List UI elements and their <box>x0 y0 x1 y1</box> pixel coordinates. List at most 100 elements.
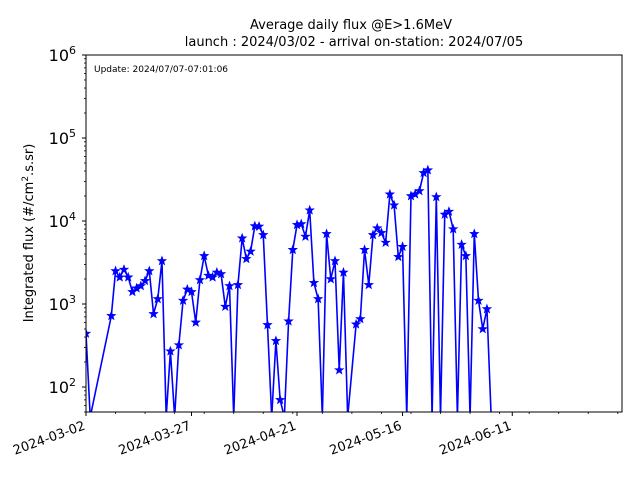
chart-subtitle: launch : 2024/03/02 - arrival on-station… <box>185 35 523 50</box>
data-point <box>384 188 396 199</box>
data-point <box>114 271 125 282</box>
data-point <box>443 206 455 216</box>
plot-frame <box>85 54 623 413</box>
data-point <box>270 335 282 346</box>
data-point <box>376 227 387 238</box>
data-point <box>321 228 332 239</box>
data-point <box>367 229 379 240</box>
y-tick-label: 102 <box>49 376 76 397</box>
y-tick-label: 105 <box>49 127 76 148</box>
data-point <box>152 293 163 304</box>
data-point <box>207 271 218 282</box>
data-point <box>334 364 345 375</box>
data-point <box>198 250 210 261</box>
data-point <box>422 164 434 175</box>
data-point <box>350 318 362 329</box>
data-point <box>274 394 286 405</box>
data-point <box>220 301 231 312</box>
series-line <box>283 209 323 412</box>
data-point <box>397 241 408 252</box>
data-point <box>139 275 151 286</box>
data-point <box>253 220 265 231</box>
series-line <box>469 233 492 412</box>
data-point <box>388 199 400 210</box>
x-tick-label: 2024-05-16 <box>328 419 404 459</box>
data-point <box>110 265 121 276</box>
data-point <box>312 293 324 304</box>
data-point <box>329 255 341 266</box>
data-point <box>325 273 336 284</box>
data-point <box>300 231 311 241</box>
data-point <box>156 255 168 266</box>
data-point <box>469 228 480 239</box>
x-tick-label: 2024-03-27 <box>117 419 193 459</box>
y-axis: 102 103 104 105 106 <box>49 44 86 413</box>
data-point <box>456 239 467 249</box>
data-point <box>86 328 92 339</box>
data-point <box>481 303 493 314</box>
series-line <box>439 210 459 412</box>
data-point <box>165 345 176 356</box>
series-layer <box>86 164 493 412</box>
data-point <box>135 280 147 291</box>
data-point <box>186 286 197 297</box>
data-point <box>338 266 349 277</box>
data-point <box>203 270 214 281</box>
chart-title: Average daily flux @E>1.6MeV <box>250 18 452 33</box>
data-point <box>447 223 459 234</box>
data-point <box>477 323 488 334</box>
data-point <box>190 316 201 327</box>
y-axis-label: Integrated flux (#/cm2.s.sr) <box>21 144 37 323</box>
series-line <box>271 340 284 412</box>
data-point <box>431 191 442 202</box>
data-point <box>148 308 159 319</box>
y-tick-label: 104 <box>49 210 76 231</box>
data-point <box>173 339 185 350</box>
data-point <box>194 274 206 285</box>
data-point <box>211 266 223 277</box>
data-point <box>262 319 273 330</box>
data-point <box>283 315 294 326</box>
data-point <box>241 253 252 264</box>
data-point <box>182 283 193 294</box>
data-point <box>236 232 248 243</box>
series-line <box>406 169 433 412</box>
data-point <box>106 310 117 321</box>
x-tick-label: 2024-03-02 <box>11 419 87 459</box>
data-point <box>308 277 320 288</box>
series-line <box>90 260 167 412</box>
data-point <box>304 204 315 215</box>
x-axis: 2024-03-02 2024-03-27 2024-04-21 2024-05-16… <box>11 412 619 459</box>
data-point <box>287 244 298 255</box>
data-point <box>215 268 227 279</box>
data-point <box>363 279 374 290</box>
data-point <box>296 218 307 229</box>
update-annotation: Update: 2024/07/07-07:01:06 <box>94 65 228 75</box>
data-point <box>460 250 472 261</box>
y-tick-label: 103 <box>49 293 76 314</box>
data-point <box>177 295 189 305</box>
data-point <box>414 185 425 196</box>
data-point <box>232 279 244 290</box>
y-axis-label-sup: 2 <box>21 176 31 182</box>
data-point <box>372 222 383 233</box>
series-line <box>86 333 91 412</box>
data-point <box>473 295 484 305</box>
x-tick-label: 2024-06-11 <box>437 419 513 459</box>
data-point <box>355 313 366 324</box>
x-tick-label: 2024-04-21 <box>222 419 298 459</box>
data-point <box>224 280 235 291</box>
series-line <box>174 255 235 412</box>
data-point <box>118 264 130 274</box>
data-point <box>144 265 155 276</box>
data-point <box>245 245 256 256</box>
data-point <box>393 251 404 262</box>
data-point <box>380 237 391 247</box>
y-tick-label: 106 <box>49 44 76 65</box>
data-point <box>123 271 134 282</box>
series-line <box>233 225 273 412</box>
data-point <box>258 229 269 240</box>
series-line <box>431 196 442 412</box>
series-line <box>165 350 176 412</box>
